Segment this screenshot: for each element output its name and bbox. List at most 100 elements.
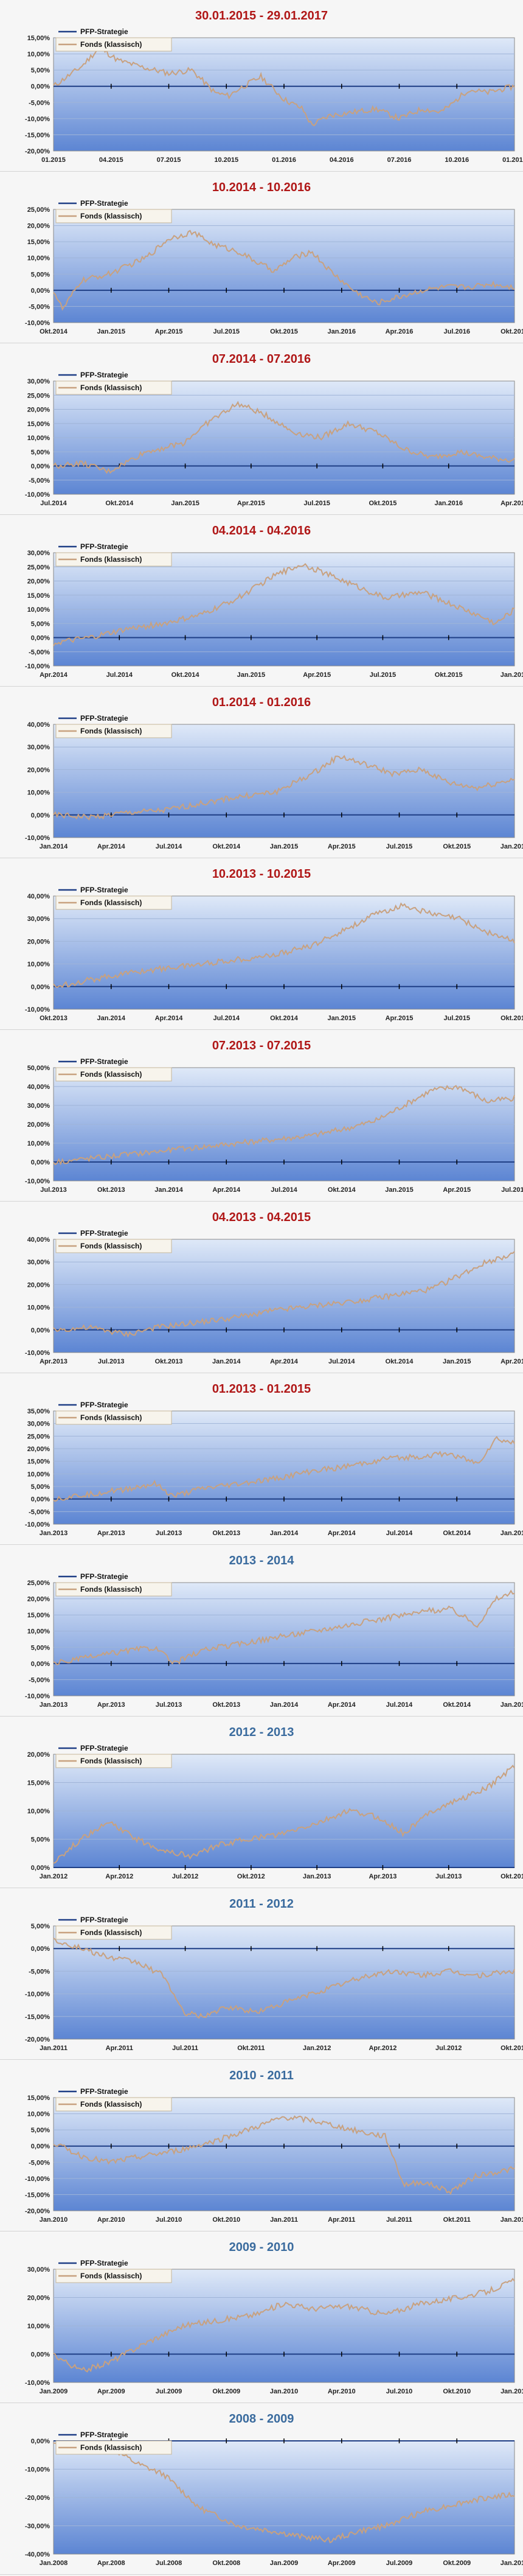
x-tick-label: Okt.2012 [500,2045,523,2052]
y-tick-label: 0,00% [31,1661,50,1668]
y-tick-label: 30,00% [27,1102,50,1110]
x-tick-label: Apr.2012 [369,2045,397,2052]
legend-label-fonds: Fonds (klassisch) [80,212,142,220]
y-tick-label: -5,00% [29,1676,50,1684]
y-tick-label: 0,00% [31,635,50,642]
legend-label-fonds: Fonds (klassisch) [80,2100,142,2109]
y-tick-label: 5,00% [31,620,50,628]
y-tick-label: -20,00% [25,2494,50,2502]
chart-panel: 2013 - 2014 25,00% 20,00% 15,00% 10,00% 5,00%… [0,1545,523,1717]
x-tick-label: Okt.2009 [212,2388,240,2395]
y-tick-label: 20,00% [27,223,50,230]
x-tick-label: Okt.2009 [443,2560,471,2567]
y-tick-label: 0,00% [31,463,50,471]
legend: PFP-Strategie Fonds (klassisch) [55,1916,172,1940]
x-tick-label: 01.2015 [41,156,66,164]
x-tick-label: Jul.2015 [501,1186,523,1194]
y-tick-label: -15,00% [25,2014,50,2021]
x-tick-label: Jan.2014 [97,1015,126,1022]
x-tick-label: 01.2017 [502,156,523,164]
y-tick-label: -10,00% [25,1991,50,1998]
x-tick-label: Apr.2016 [500,500,523,507]
x-tick-label: Apr.2015 [328,843,356,850]
x-tick-label: 04.2015 [99,156,123,164]
x-tick-label: Okt.2012 [237,1873,265,1880]
chart-panel: 2012 - 2013 20,00% 15,00% 10,00% 5,00% 0,00% J… [0,1717,523,1888]
series-line-fonds [53,1589,515,1665]
legend: PFP-Strategie Fonds (klassisch) [55,886,172,910]
x-tick-label: Jan.2013 [40,1701,68,1709]
chart-title: 2010 - 2011 [229,2069,294,2082]
x-tick-label: Okt.2016 [500,328,523,335]
series-line-fonds [53,1251,515,1338]
y-tick-label: 40,00% [27,1236,50,1244]
x-tick-label: Jul.2008 [156,2560,182,2567]
chart-panel: 01.2013 - 01.2015 35,00% 30,00% 25,00% 20,00… [0,1373,523,1545]
y-tick-label: -5,00% [29,477,50,485]
y-tick-label: 15,00% [27,1612,50,1619]
y-tick-label: 5,00% [31,1923,50,1930]
y-tick-label: 25,00% [27,1580,50,1587]
x-tick-label: Okt.2013 [212,1701,240,1709]
legend-box [55,1239,172,1253]
x-tick-label: Okt.2014 [40,328,68,335]
y-tick-label: -15,00% [25,131,50,139]
y-tick-label: 25,00% [27,564,50,571]
x-tick-label: Jul.2014 [386,1530,413,1537]
x-tick-label: Jan.2014 [40,843,68,850]
x-tick-label: Jul.2009 [386,2560,412,2567]
chart-title: 2013 - 2014 [229,1554,295,1567]
line-chart: 01.2013 - 01.2015 35,00% 30,00% 25,00% 20,00… [25,1382,523,1537]
y-tick-label: 0,00% [31,1864,50,1872]
legend-label-pfp: PFP-Strategie [80,2087,128,2096]
line-chart: 2011 - 2012 5,00% 0,00% -5,00% -10,00% -15,00… [25,1897,523,2052]
x-tick-label: Jan.2014 [270,1530,299,1537]
legend-box [55,724,172,738]
y-tick-label: -10,00% [25,2175,50,2183]
x-tick-label: Jan.2015 [237,671,265,679]
series-line-fonds [53,2115,515,2196]
x-tick-label: Jul.2015 [386,843,412,850]
series-line-fonds [53,2440,515,2544]
y-tick-label: 20,00% [27,1751,50,1759]
x-tick-label: 10.2015 [214,156,238,164]
y-tick-label: 5,00% [31,1483,50,1491]
chart-title: 10.2013 - 10.2015 [212,867,311,881]
x-tick-label: Jul.2012 [172,1873,198,1880]
y-tick-label: 0,00% [31,1159,50,1166]
y-tick-label: 10,00% [27,789,50,797]
y-tick-label: 10,00% [27,1140,50,1147]
y-tick-label: -40,00% [25,2551,50,2558]
y-tick-label: 5,00% [31,449,50,456]
plot-area [53,895,515,1010]
x-tick-label: Jul.2015 [444,1015,470,1022]
x-tick-label: Okt.2013 [155,1358,183,1365]
y-tick-label: -10,00% [25,2466,50,2474]
x-tick-label: Okt.2014 [171,671,200,679]
x-tick-label: Jan.2014 [154,1186,183,1194]
series-line-fonds [53,2277,515,2373]
line-chart: 2008 - 2009 0,00% -10,00% -20,00% -30,00% -40… [25,2412,523,2567]
chart-panel: 07.2013 - 07.2015 50,00% 40,00% 30,00% 20,00… [0,1030,523,1202]
x-tick-label: Jan.2016 [500,843,523,850]
y-tick-label: 0,00% [31,984,50,991]
y-tick-label: -15,00% [25,2191,50,2199]
x-tick-label: Jul.2015 [213,328,240,335]
plot-area [53,1925,515,2040]
x-tick-label: Okt.2015 [369,500,397,507]
y-tick-label: 10,00% [27,255,50,262]
x-tick-label: Apr.2009 [97,2388,125,2395]
line-chart: 04.2014 - 04.2016 30,00% 25,00% 20,00% 15,00… [25,524,523,679]
plot-area [53,1239,515,1353]
x-tick-label: Okt.2014 [270,1015,299,1022]
x-tick-label: Apr.2014 [270,1358,299,1365]
line-chart: 2013 - 2014 25,00% 20,00% 15,00% 10,00% 5,00%… [25,1554,523,1709]
x-tick-label: Jan.2012 [303,2045,331,2052]
x-tick-label: Jan.2011 [40,2045,68,2052]
line-chart: 2009 - 2010 30,00% 20,00% 10,00% 0,00% -10,00… [25,2241,523,2395]
y-tick-label: -30,00% [25,2523,50,2530]
x-tick-label: Jul.2014 [156,843,182,850]
series-line-fonds [53,1765,515,1864]
x-tick-label: Jul.2013 [156,1701,182,1709]
y-tick-label: 20,00% [27,1596,50,1603]
